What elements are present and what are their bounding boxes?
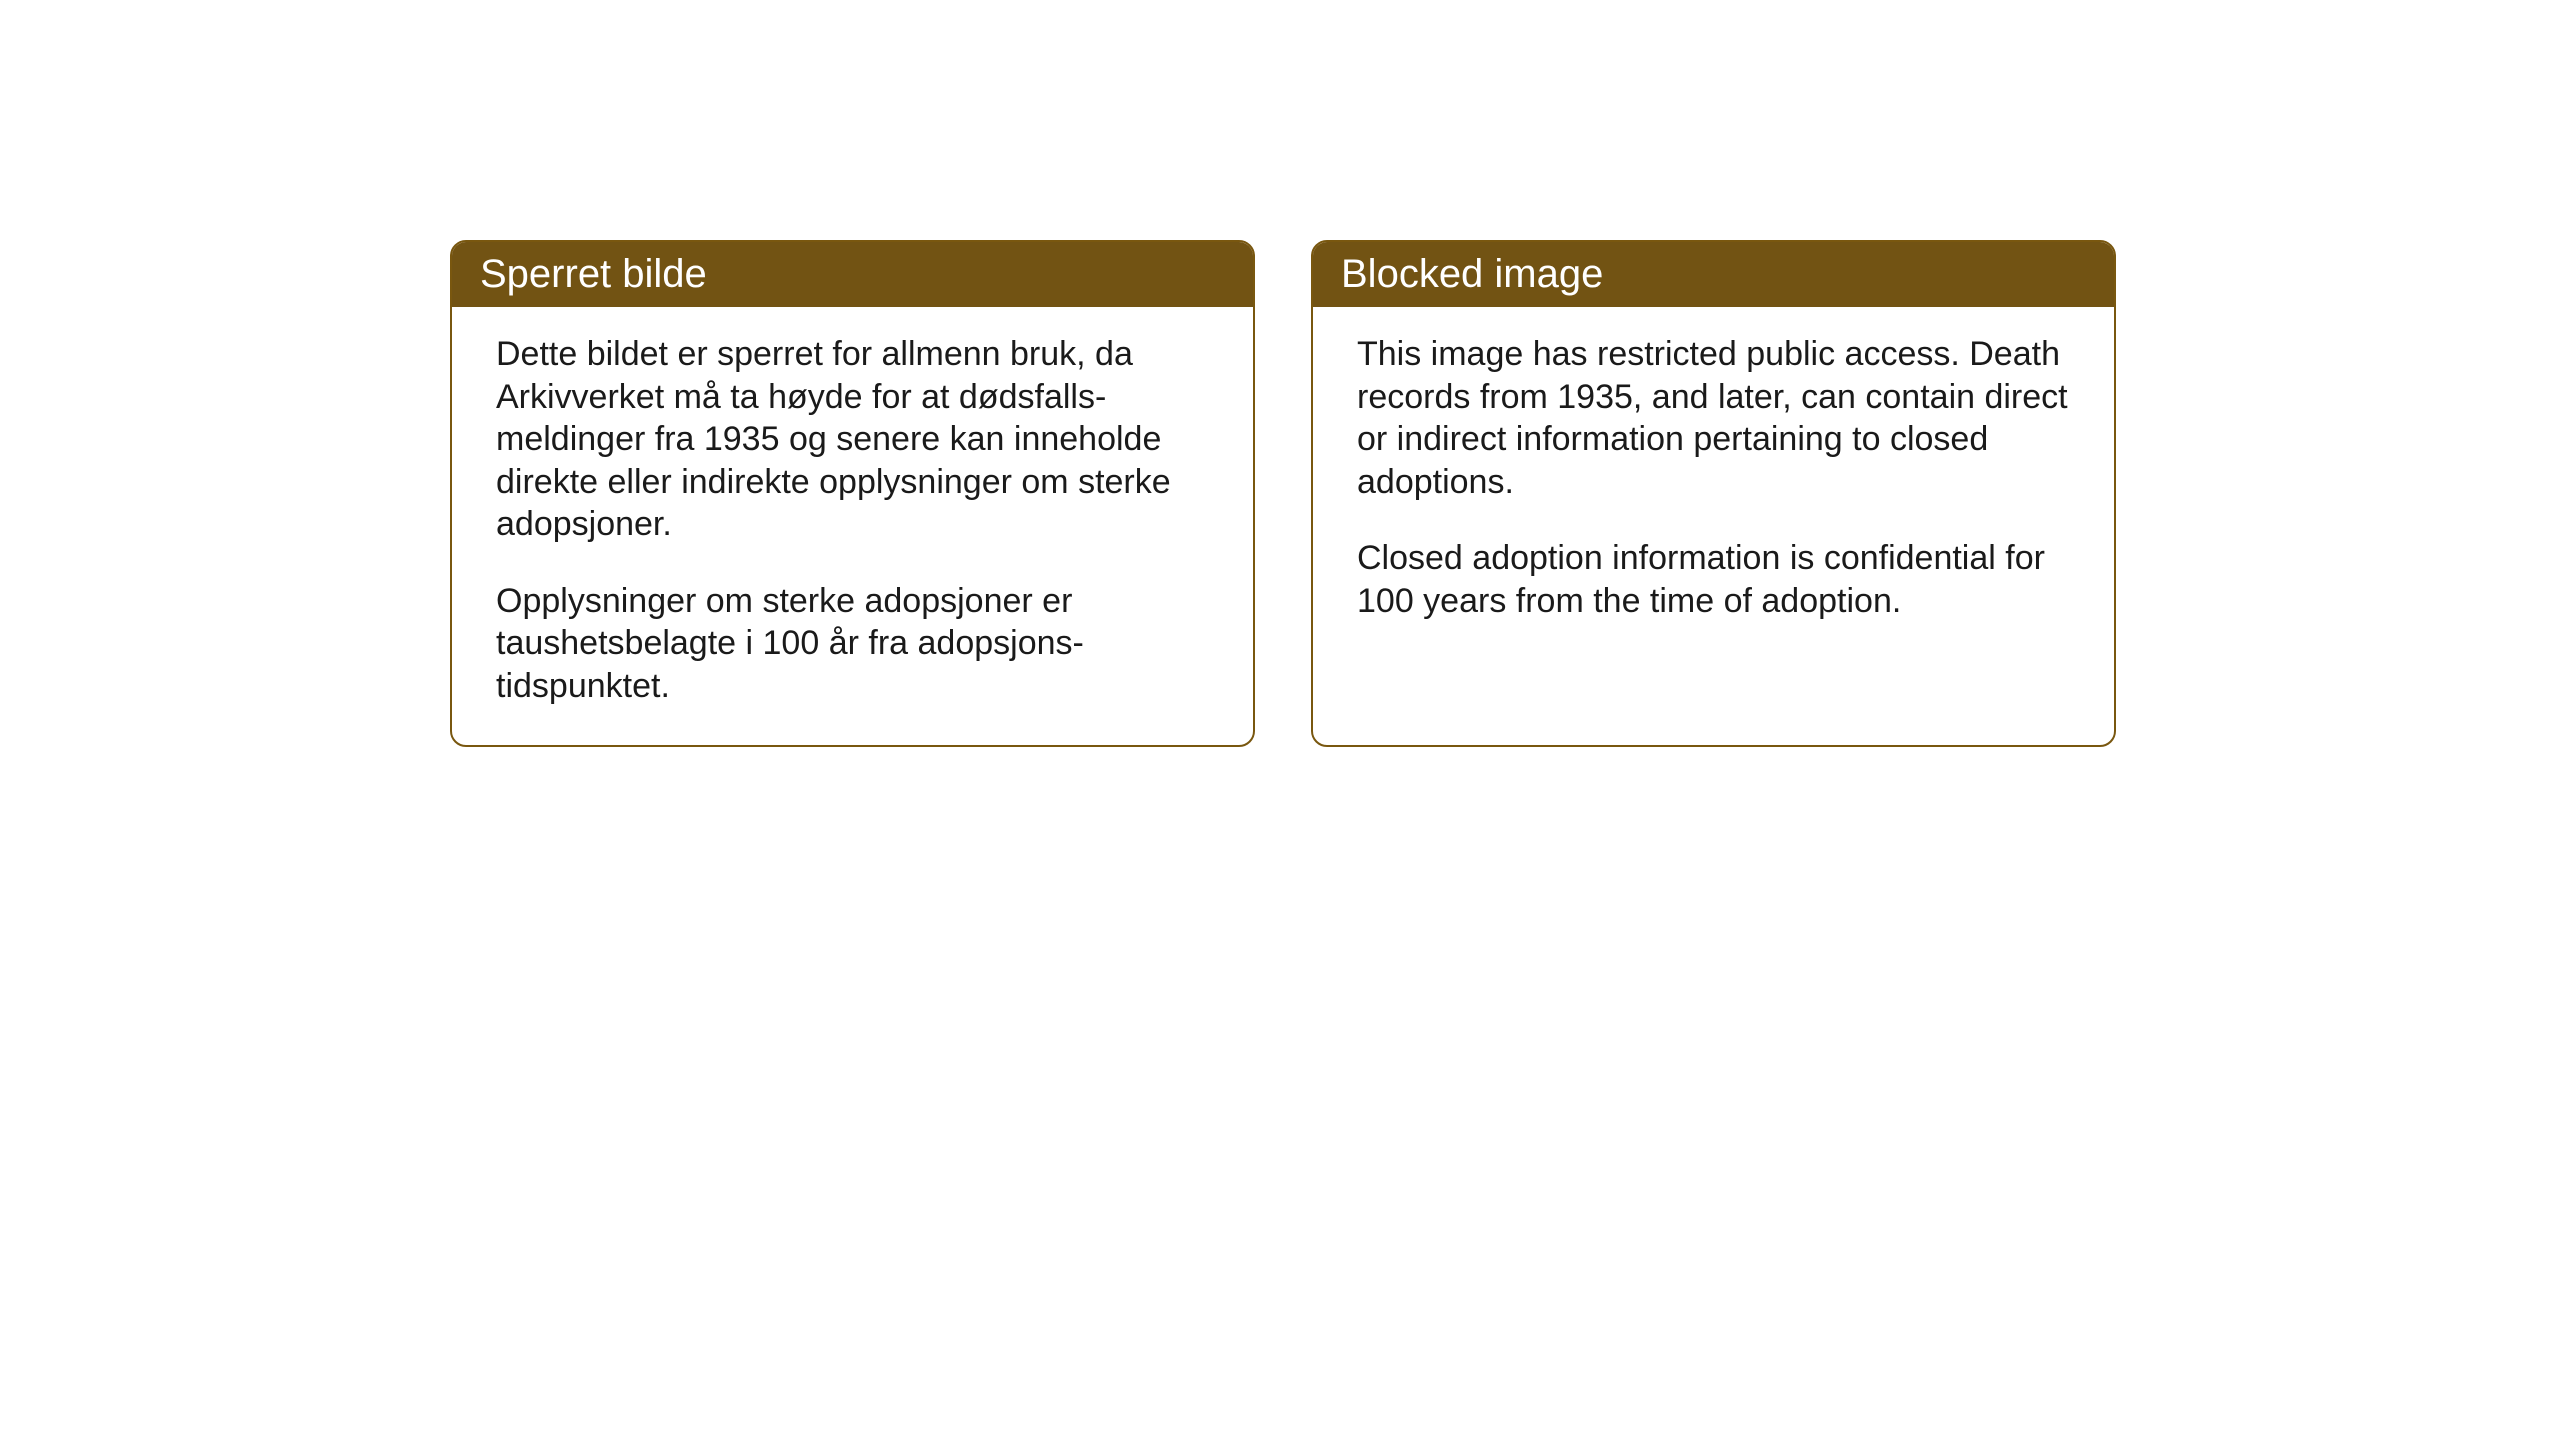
- info-box-body-en: This image has restricted public access.…: [1313, 307, 2114, 702]
- info-box-paragraph-no-2: Opplysninger om sterke adopsjoner er tau…: [496, 580, 1209, 708]
- info-box-paragraph-en-1: This image has restricted public access.…: [1357, 333, 2070, 503]
- info-box-norwegian: Sperret bilde Dette bildet er sperret fo…: [450, 240, 1255, 747]
- info-box-english: Blocked image This image has restricted …: [1311, 240, 2116, 747]
- info-box-body-no: Dette bildet er sperret for allmenn bruk…: [452, 307, 1253, 745]
- info-box-paragraph-no-1: Dette bildet er sperret for allmenn bruk…: [496, 333, 1209, 546]
- info-box-title-en: Blocked image: [1313, 242, 2114, 307]
- info-box-paragraph-en-2: Closed adoption information is confident…: [1357, 537, 2070, 622]
- info-box-title-no: Sperret bilde: [452, 242, 1253, 307]
- info-boxes-container: Sperret bilde Dette bildet er sperret fo…: [450, 240, 2116, 747]
